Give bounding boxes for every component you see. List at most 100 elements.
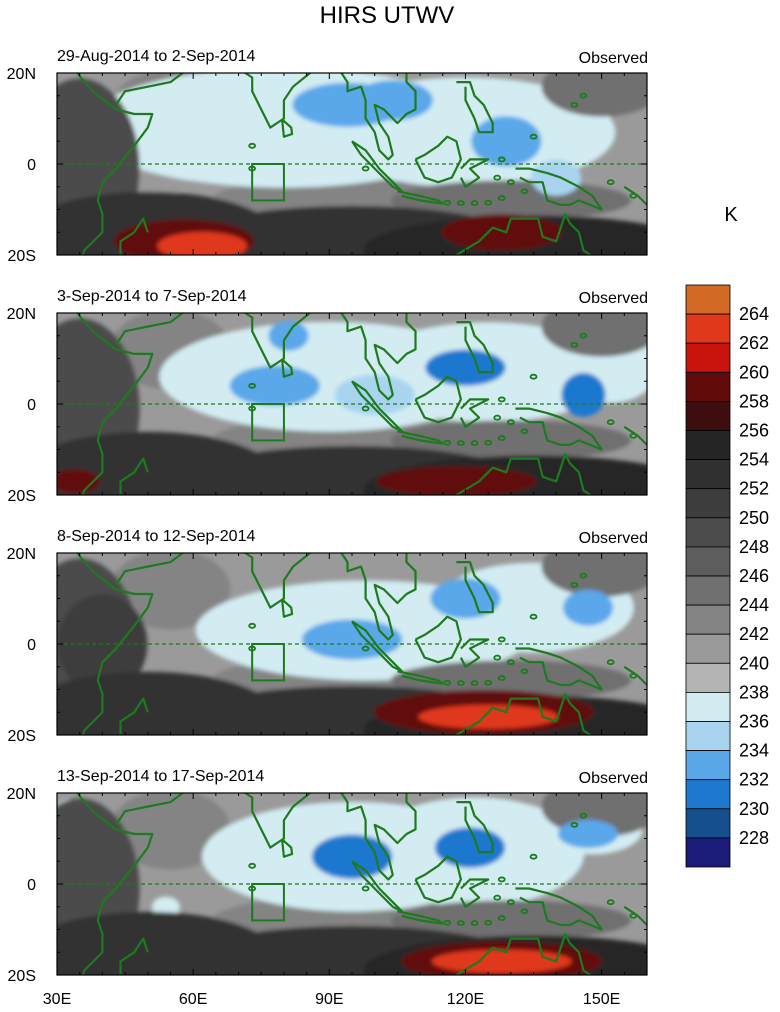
coastline [623,185,647,206]
colorbar-level-label: 258 [739,391,769,411]
island [606,419,615,426]
coastline [456,561,494,614]
island [629,912,638,919]
contour-region [390,900,631,941]
contour-region [494,226,555,247]
island [579,572,588,579]
coastline [456,81,494,134]
coastline [515,887,603,931]
coastline [459,878,490,908]
coastline [455,453,593,495]
island [248,862,257,869]
y-tick-label: 20N [7,546,36,563]
island [606,899,615,906]
colorbar-swatch [685,633,731,664]
analysis-box [251,163,285,202]
y-tick-label: 0 [27,397,36,414]
island [606,179,615,186]
island [470,920,479,927]
island [529,133,538,140]
island [497,156,506,163]
contour-region [425,349,506,386]
island [520,188,529,195]
y-tick-label: 20N [7,786,36,803]
colorbar-unit-label: K [724,204,738,226]
coastline [119,937,149,975]
coastline [119,457,149,495]
coastline [115,73,185,106]
island [506,419,515,426]
colorbar-level-label: 246 [739,566,769,586]
island [493,174,502,181]
island [493,654,502,661]
colorbar-level-label: 232 [739,770,769,790]
contour-region [467,706,518,719]
island [497,435,506,442]
colorbar-level-label: 254 [739,450,769,470]
island [493,414,502,421]
colorbar-level-label: 250 [739,508,769,528]
panel-observed-label: Observed [579,50,648,67]
contour-region [312,834,392,879]
coastline [243,553,417,641]
contour-region [541,73,647,117]
contour-region [558,819,618,848]
colorbar-level-label: 240 [739,653,769,673]
colorbar-level-label: 242 [739,624,769,644]
island [570,821,579,828]
contour-region [110,793,231,870]
coastline [623,665,647,686]
contour-region [57,469,101,494]
analysis-box [251,883,285,922]
colorbar-swatch [685,342,731,373]
coastline [397,430,444,445]
y-tick-label: 20S [8,248,36,265]
contour-region [471,116,542,167]
colorbar-level-label: 234 [739,741,769,761]
island [506,899,515,906]
coastline [115,793,185,826]
y-tick-label: 0 [27,157,36,174]
coastline [281,598,294,618]
analysis-box [251,643,285,682]
x-tick-label: 90E [315,991,343,1008]
island [506,179,515,186]
island [629,672,638,679]
colorbar-swatch [685,779,731,810]
panel-observed-label: Observed [579,530,648,547]
island [443,199,452,206]
island [484,919,493,926]
island [457,920,465,927]
island [484,199,493,206]
island [579,332,588,339]
coastline [397,670,444,685]
island [361,405,370,412]
island [443,919,452,926]
colorbar-level-label: 260 [739,362,769,382]
contour-region [151,896,180,917]
coastline [515,167,603,211]
colorbar-swatch [685,575,731,606]
coastline [57,313,154,495]
colorbar-level-label: 248 [739,537,769,557]
panels: 20N 0 20S 29-Aug-2014 to 2-Sep-2014 Observed… [7,48,648,985]
island [520,428,529,435]
x-tick-label: 120E [447,991,484,1008]
colorbar-swatch [685,750,731,781]
colorbar-swatch [685,546,731,577]
coastline [243,73,417,161]
contour-region [157,231,248,255]
island [497,636,506,643]
colorbar-swatch [685,488,731,519]
colorbar-swatch [685,662,731,693]
contour-region [430,578,501,619]
island [457,440,465,447]
ticks [57,793,647,975]
plot-area [57,73,647,255]
contour-region [110,553,231,630]
coastline [623,425,647,446]
island [248,142,257,149]
coastlines [57,553,647,735]
colorbar-level-label: 230 [739,799,769,819]
